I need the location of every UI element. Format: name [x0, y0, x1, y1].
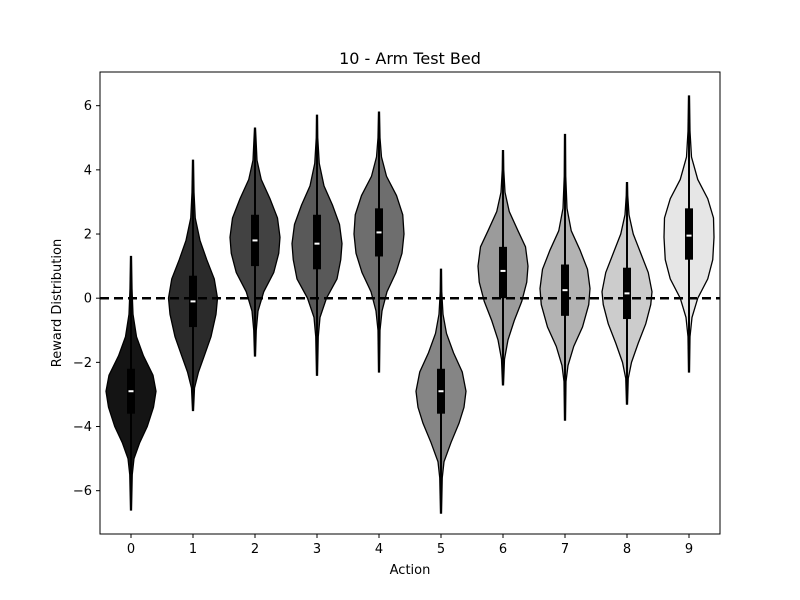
x-axis-label: Action	[390, 563, 431, 578]
x-ticks: 0 1 2 3 4 5 6 7 8 9	[127, 534, 693, 557]
x-tick-label-2: 2	[251, 542, 259, 557]
violin-iqr-box-3	[313, 214, 321, 270]
y-tick-label--6: −6	[73, 484, 92, 499]
y-axis-label: Reward Distribution	[50, 239, 65, 367]
y-tick-label--4: −4	[73, 420, 92, 435]
y-tick-label-6: 6	[84, 99, 92, 114]
y-tick-label-4: 4	[84, 163, 92, 178]
violin-iqr-box-9	[685, 208, 693, 260]
y-tick-label--2: −2	[73, 356, 92, 371]
violins-layer	[105, 95, 715, 514]
y-tick-label-2: 2	[84, 228, 92, 243]
chart-title: 10 - Arm Test Bed	[339, 49, 481, 68]
x-tick-label-0: 0	[127, 542, 135, 557]
y-ticks: −6 −4 −2 0 2 4 6	[73, 99, 100, 499]
y-tick-label-0: 0	[84, 292, 92, 307]
x-tick-label-9: 9	[685, 542, 693, 557]
x-tick-label-1: 1	[189, 542, 197, 557]
x-tick-label-3: 3	[313, 542, 321, 557]
x-tick-label-6: 6	[499, 542, 507, 557]
violin-iqr-box-6	[499, 246, 507, 299]
x-tick-label-4: 4	[375, 542, 383, 557]
x-tick-label-5: 5	[437, 542, 445, 557]
x-tick-label-8: 8	[623, 542, 631, 557]
plot-frame	[99, 71, 721, 535]
x-tick-label-7: 7	[561, 542, 569, 557]
